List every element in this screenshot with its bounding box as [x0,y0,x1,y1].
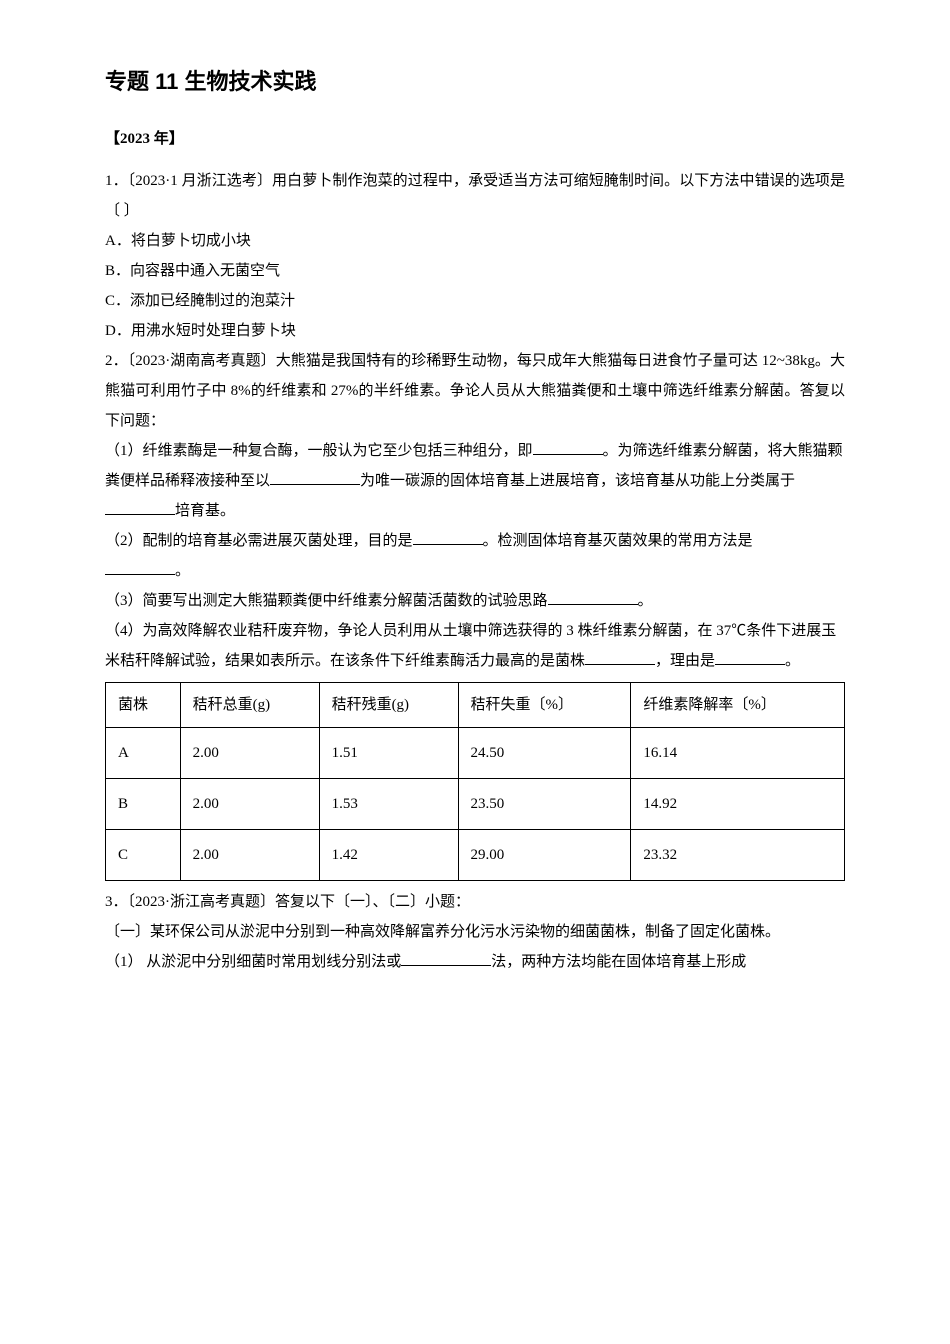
data-table: 菌株 秸秆总重(g) 秸秆残重(g) 秸秆失重〔%〕 纤维素降解率〔%〕 A 2… [105,682,845,881]
q2-sub2: （2）配制的培育基必需进展灭菌处理，目的是 。检测固体培育基灭菌效果的常用方法是。 [105,526,845,586]
q2-sub2-text-c: 。 [175,563,190,579]
table-header-cell: 秸秆残重(g) [319,683,458,728]
table-cell: 2.00 [180,728,319,779]
q1-option-d: D．用沸水短时处理白萝卜块 [105,316,845,346]
q2-stem: 2．〔2023·湖南高考真题〕大熊猫是我国特有的珍稀野生动物，每只成年大熊猫每日… [105,346,845,436]
q2-sub1-text-d: 培育基。 [175,503,235,519]
q2-sub4: （4）为高效降解农业秸秆废弃物，争论人员利用从土壤中筛选获得的 3 株纤维素分解… [105,616,845,676]
table-cell: 23.32 [631,830,845,881]
table-cell: 29.00 [458,830,631,881]
q1-options: A．将白萝卜切成小块 B．向容器中通入无菌空气 C．添加已经腌制过的泡菜汁 D．… [105,226,845,346]
blank-fill [401,951,491,966]
blank-fill [548,590,638,605]
table-row: A 2.00 1.51 24.50 16.14 [106,728,845,779]
blank-fill [270,470,360,485]
blank-fill [105,560,175,575]
q3-sub1: （1） 从淤泥中分别细菌时常用划线分别法或 法，两种方法均能在固体培育基上形成 [105,947,845,977]
year-header: 【2023 年】 [105,124,845,154]
blank-fill [105,500,175,515]
table-row: B 2.00 1.53 23.50 14.92 [106,779,845,830]
q2-sub1-text-c: 为唯一碳源的固体培育基上进展培育，该培育基从功能上分类属于 [360,473,795,489]
table-cell: A [106,728,181,779]
table-cell: C [106,830,181,881]
q2-sub2-text-b: 。检测固体培育基灭菌效果的常用方法是 [483,533,753,549]
q2-sub1-text-a: （1）纤维素酶是一种复合酶，一般认为它至少包括三种组分，即 [105,443,533,459]
table-header-cell: 秸秆失重〔%〕 [458,683,631,728]
table-cell: 2.00 [180,779,319,830]
table-cell: 23.50 [458,779,631,830]
blank-fill [585,650,655,665]
q3-stem: 3．〔2023·浙江高考真题〕答复以下〔一〕、〔二〕小题： [105,887,845,917]
table-header-row: 菌株 秸秆总重(g) 秸秆残重(g) 秸秆失重〔%〕 纤维素降解率〔%〕 [106,683,845,728]
q2-sub2-text-a: （2）配制的培育基必需进展灭菌处理，目的是 [105,533,413,549]
q1-stem: 1．〔2023·1 月浙江选考〕用白萝卜制作泡菜的过程中，承受适当方法可缩短腌制… [105,166,845,226]
q3-sub1-text-a: （1） 从淤泥中分别细菌时常用划线分别法或 [105,954,401,970]
table-cell: 16.14 [631,728,845,779]
q2-sub1: （1）纤维素酶是一种复合酶，一般认为它至少包括三种组分，即。为筛选纤维素分解菌，… [105,436,845,526]
q3-part1: 〔一〕某环保公司从淤泥中分别到一种高效降解富养分化污水污染物的细菌菌株，制备了固… [105,917,845,947]
q2-sub4-text-b: ，理由是 [655,653,715,669]
q1-option-c: C．添加已经腌制过的泡菜汁 [105,286,845,316]
q2-sub3-text-a: （3）简要写出测定大熊猫颗粪便中纤维素分解菌活菌数的试验思路 [105,593,548,609]
q2-sub3-text-b: 。 [638,593,653,609]
q2-sub3: （3）简要写出测定大熊猫颗粪便中纤维素分解菌活菌数的试验思路 。 [105,586,845,616]
table-cell: 1.53 [319,779,458,830]
table-cell: 2.00 [180,830,319,881]
q3-sub1-text-b: 法，两种方法均能在固体培育基上形成 [491,954,746,970]
q2-sub4-text-c: 。 [785,653,800,669]
q1-option-a: A．将白萝卜切成小块 [105,226,845,256]
blank-fill [533,440,603,455]
table-cell: 1.42 [319,830,458,881]
table-cell: B [106,779,181,830]
q1-option-b: B．向容器中通入无菌空气 [105,256,845,286]
table-row: C 2.00 1.42 29.00 23.32 [106,830,845,881]
table-header-cell: 菌株 [106,683,181,728]
table-cell: 24.50 [458,728,631,779]
table-cell: 1.51 [319,728,458,779]
topic-title: 专题 11 生物技术实践 [105,60,845,104]
table-header-cell: 纤维素降解率〔%〕 [631,683,845,728]
blank-fill [715,650,785,665]
table-header-cell: 秸秆总重(g) [180,683,319,728]
table-cell: 14.92 [631,779,845,830]
blank-fill [413,530,483,545]
